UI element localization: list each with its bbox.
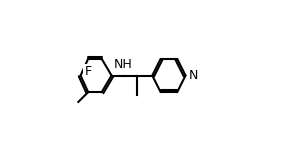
Text: F: F	[85, 65, 92, 78]
Text: NH: NH	[113, 58, 132, 71]
Text: N: N	[189, 69, 198, 82]
